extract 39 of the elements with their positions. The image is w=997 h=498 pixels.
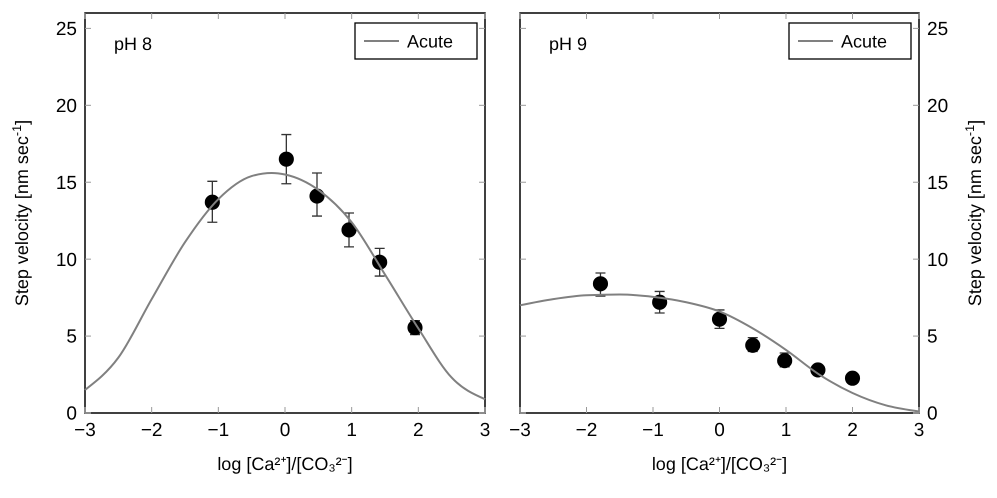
- x-tick-label: 0: [280, 420, 290, 441]
- x-tick-label: 1: [780, 420, 792, 441]
- y-tick-label: 5: [66, 326, 77, 348]
- point: [592, 276, 608, 292]
- line-series: [84, 172, 486, 400]
- x-tick-label: 0: [714, 420, 725, 441]
- x-tick-label: 3: [480, 420, 490, 441]
- x-tick-label: 2: [413, 420, 424, 441]
- x-axis-title: log [Ca²⁺]/[CO₃²⁻]: [652, 454, 788, 474]
- x-tick-label: −2: [576, 420, 598, 441]
- y-tick-label: 10: [56, 250, 77, 271]
- line-series: [519, 294, 920, 412]
- x-tick-label: −1: [642, 420, 664, 441]
- point: [341, 222, 357, 238]
- y-tick-label: 20: [56, 96, 77, 117]
- x-tick-label: 3: [914, 420, 924, 441]
- x-tick-label: 2: [847, 420, 858, 441]
- y-tick-label: 15: [56, 172, 77, 194]
- point: [844, 370, 860, 386]
- legend-label: Acute: [841, 31, 888, 52]
- x-tick-label: −3: [509, 420, 531, 441]
- annotation: pH 9: [549, 34, 588, 54]
- x-axis-title: log [Ca²⁺]/[CO₃²⁻]: [217, 454, 353, 474]
- y-tick-label: 0: [66, 404, 77, 425]
- point: [712, 312, 728, 327]
- y2-tick-label: 15: [927, 172, 948, 194]
- y2-tick-label: 25: [927, 19, 948, 40]
- y2-tick-label: 20: [927, 96, 948, 117]
- y2-tick-label: 5: [927, 326, 938, 348]
- x-tick-label: −3: [74, 420, 96, 441]
- annotation: pH 8: [114, 34, 152, 54]
- x-tick-label: −1: [207, 420, 230, 441]
- point: [278, 152, 294, 167]
- x-tick-label: −2: [140, 420, 163, 441]
- y-tick-label: 25: [56, 19, 77, 40]
- y2-tick-label: 10: [927, 250, 948, 271]
- y2-tick-label: 0: [927, 404, 938, 425]
- legend-label: Acute: [407, 31, 454, 52]
- x-tick-label: 1: [346, 420, 357, 441]
